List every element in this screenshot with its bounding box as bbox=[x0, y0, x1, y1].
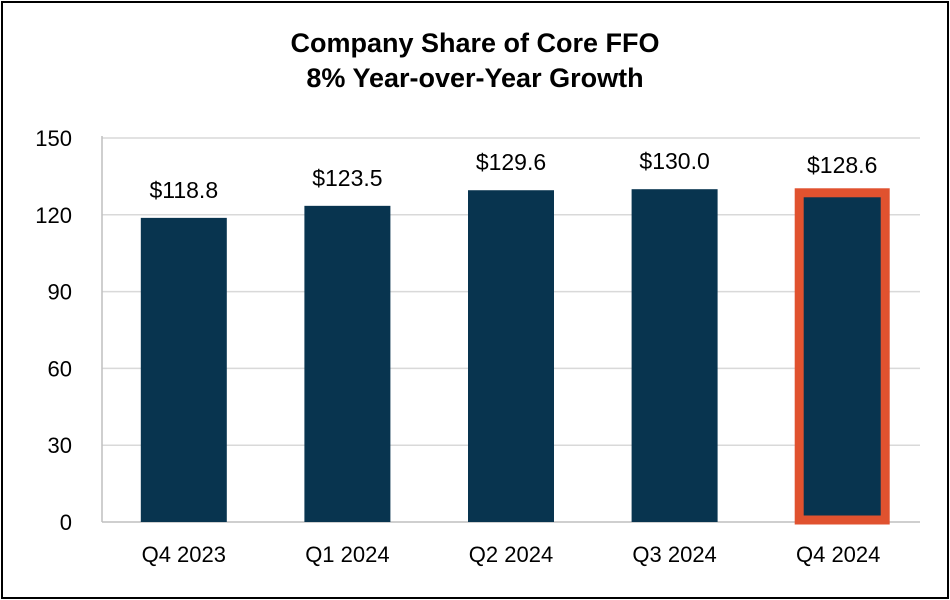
data-label: $129.6 bbox=[476, 149, 546, 175]
bar bbox=[304, 205, 391, 522]
data-label: $130.0 bbox=[639, 148, 709, 174]
y-tick-label: 90 bbox=[48, 280, 72, 305]
x-tick-label: Q4 2024 bbox=[796, 542, 880, 567]
chart-subtitle: 8% Year-over-Year Growth bbox=[306, 63, 644, 93]
y-tick-label: 60 bbox=[48, 356, 72, 381]
x-tick-label: Q2 2024 bbox=[469, 542, 553, 567]
data-label: $118.8 bbox=[149, 177, 218, 203]
x-tick-label: Q1 2024 bbox=[305, 542, 389, 567]
y-tick-label: 30 bbox=[48, 433, 72, 458]
chart-title-block: Company Share of Core FFO 8% Year-over-Y… bbox=[0, 26, 950, 96]
bar bbox=[468, 190, 554, 522]
chart-title: Company Share of Core FFO bbox=[290, 28, 660, 58]
y-tick-label: 120 bbox=[35, 203, 72, 228]
data-label: $128.6 bbox=[807, 152, 877, 178]
data-label: $123.5 bbox=[312, 165, 382, 191]
bar-highlighted bbox=[794, 188, 890, 525]
y-tick-label: 150 bbox=[35, 126, 72, 151]
y-tick-label: 0 bbox=[60, 510, 72, 535]
x-tick-label: Q4 2023 bbox=[142, 542, 226, 567]
bar bbox=[140, 217, 227, 522]
bar bbox=[631, 189, 718, 522]
x-tick-label: Q3 2024 bbox=[632, 542, 716, 567]
